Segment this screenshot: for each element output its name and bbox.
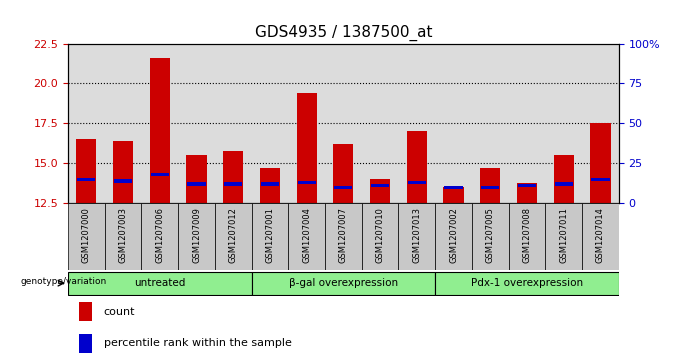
Bar [188, 182, 205, 186]
Bar [76, 139, 97, 203]
Text: GSM1207000: GSM1207000 [82, 207, 91, 262]
Bar [252, 272, 435, 295]
Text: GSM1207002: GSM1207002 [449, 207, 458, 262]
Bar [79, 334, 92, 353]
Bar [223, 151, 243, 203]
Bar [333, 144, 354, 203]
Text: GSM1207009: GSM1207009 [192, 207, 201, 262]
Text: GSM1207006: GSM1207006 [155, 207, 165, 263]
Text: GSM1207013: GSM1207013 [412, 207, 422, 263]
Bar [592, 178, 609, 181]
Bar [178, 203, 215, 270]
Bar [150, 58, 170, 203]
Bar [288, 203, 325, 270]
Bar [78, 178, 95, 181]
Bar [481, 185, 499, 189]
Text: Pdx-1 overexpression: Pdx-1 overexpression [471, 278, 583, 287]
Text: genotype/variation: genotype/variation [20, 277, 107, 286]
Bar [260, 168, 280, 203]
Bar [224, 182, 242, 186]
Text: GSM1207012: GSM1207012 [228, 207, 238, 262]
Bar [68, 272, 252, 295]
Bar [298, 181, 316, 184]
Bar [186, 155, 207, 203]
Bar [371, 184, 389, 187]
Text: untreated: untreated [134, 278, 186, 287]
Text: GSM1207008: GSM1207008 [522, 207, 532, 263]
Text: GSM1207005: GSM1207005 [486, 207, 495, 262]
Text: percentile rank within the sample: percentile rank within the sample [104, 338, 292, 348]
Text: GSM1207001: GSM1207001 [265, 207, 275, 262]
Bar [554, 155, 574, 203]
Bar [151, 173, 169, 176]
Bar [408, 181, 426, 184]
Bar [296, 93, 317, 203]
Bar [517, 183, 537, 203]
Bar [114, 179, 132, 183]
Text: count: count [104, 307, 135, 317]
Bar [435, 203, 472, 270]
Text: β-gal overexpression: β-gal overexpression [289, 278, 398, 287]
Bar [407, 131, 427, 203]
Bar [480, 168, 500, 203]
Bar [79, 302, 92, 321]
Bar [590, 123, 611, 203]
Bar [362, 203, 398, 270]
Bar [518, 184, 536, 187]
Bar [398, 203, 435, 270]
Bar [370, 179, 390, 203]
Bar [215, 203, 252, 270]
Bar [445, 185, 462, 189]
Text: GSM1207011: GSM1207011 [559, 207, 568, 262]
Bar [105, 203, 141, 270]
Bar [509, 203, 545, 270]
Bar [545, 203, 582, 270]
Text: GSM1207010: GSM1207010 [375, 207, 385, 262]
Bar [582, 203, 619, 270]
Bar [472, 203, 509, 270]
Bar [443, 187, 464, 203]
Bar [252, 203, 288, 270]
Text: GSM1207014: GSM1207014 [596, 207, 605, 262]
Bar [141, 203, 178, 270]
Text: GSM1207007: GSM1207007 [339, 207, 348, 263]
Bar [261, 182, 279, 186]
Title: GDS4935 / 1387500_at: GDS4935 / 1387500_at [254, 25, 432, 41]
Bar [435, 272, 619, 295]
Text: GSM1207004: GSM1207004 [302, 207, 311, 262]
Bar [335, 185, 352, 189]
Text: GSM1207003: GSM1207003 [118, 207, 128, 263]
Bar [555, 182, 573, 186]
Bar [68, 203, 105, 270]
Bar [113, 141, 133, 203]
Bar [325, 203, 362, 270]
